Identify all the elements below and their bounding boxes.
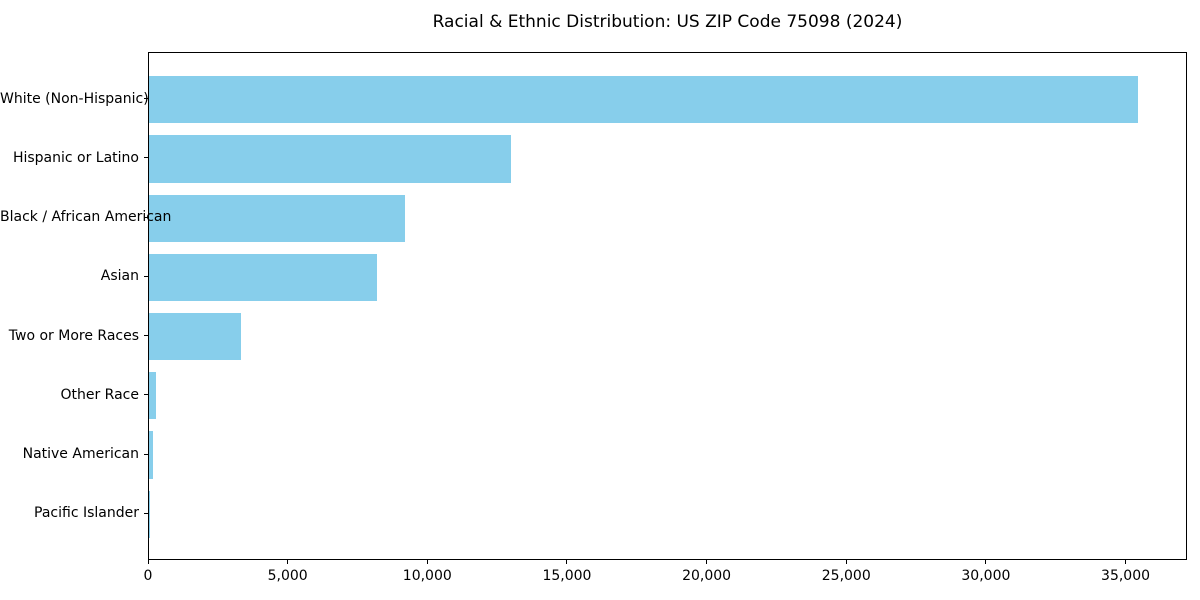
y-tick-label: White (Non-Hispanic): [0, 90, 149, 107]
y-tick-label: Hispanic or Latino: [12, 149, 139, 166]
bar-asian: [149, 253, 378, 302]
y-tick-mark: [144, 394, 148, 396]
x-tick-mark: [147, 560, 149, 564]
y-tick-mark: [144, 157, 148, 159]
bar-hispanic-or-latino: [149, 135, 511, 183]
x-tick-label: 30,000: [961, 568, 1011, 584]
x-tick-label: 15,000: [542, 568, 592, 584]
bar-native-american: [149, 431, 153, 479]
y-tick-mark: [144, 275, 148, 277]
x-tick-mark: [426, 560, 428, 564]
y-tick-label: Asian: [100, 268, 139, 285]
x-tick-label: 20,000: [682, 568, 732, 584]
bar-white-non-hispanic: [149, 76, 1138, 124]
x-tick-mark: [706, 560, 708, 564]
x-tick-mark: [985, 560, 987, 564]
bar-two-or-more-races: [149, 312, 242, 361]
x-tick-mark: [566, 560, 568, 564]
y-tick-mark: [144, 335, 148, 337]
x-tick-label: 10,000: [402, 568, 452, 584]
y-tick-mark: [144, 453, 148, 455]
x-tick-label: 0: [143, 568, 153, 584]
bar-black-african-american: [149, 194, 406, 242]
x-tick-label: 25,000: [821, 568, 871, 584]
x-tick-mark: [287, 560, 289, 564]
chart-title: Racial & Ethnic Distribution: US ZIP Cod…: [432, 12, 903, 32]
plot-area: [148, 52, 1187, 560]
y-tick-label: Other Race: [60, 386, 139, 403]
x-tick-label: 5,000: [267, 568, 308, 584]
x-tick-label: 35,000: [1101, 568, 1151, 584]
y-tick-label: Black / African American: [0, 209, 172, 226]
y-tick-mark: [144, 216, 148, 218]
x-tick-mark: [1125, 560, 1127, 564]
x-tick-mark: [845, 560, 847, 564]
bar-pacific-islander: [149, 490, 150, 538]
bar-other-race: [149, 372, 156, 420]
y-tick-label: Native American: [22, 446, 139, 463]
y-tick-label: Pacific Islander: [34, 505, 139, 522]
y-tick-label: Two or More Races: [8, 327, 139, 344]
y-tick-mark: [144, 98, 148, 100]
y-tick-mark: [144, 512, 148, 514]
